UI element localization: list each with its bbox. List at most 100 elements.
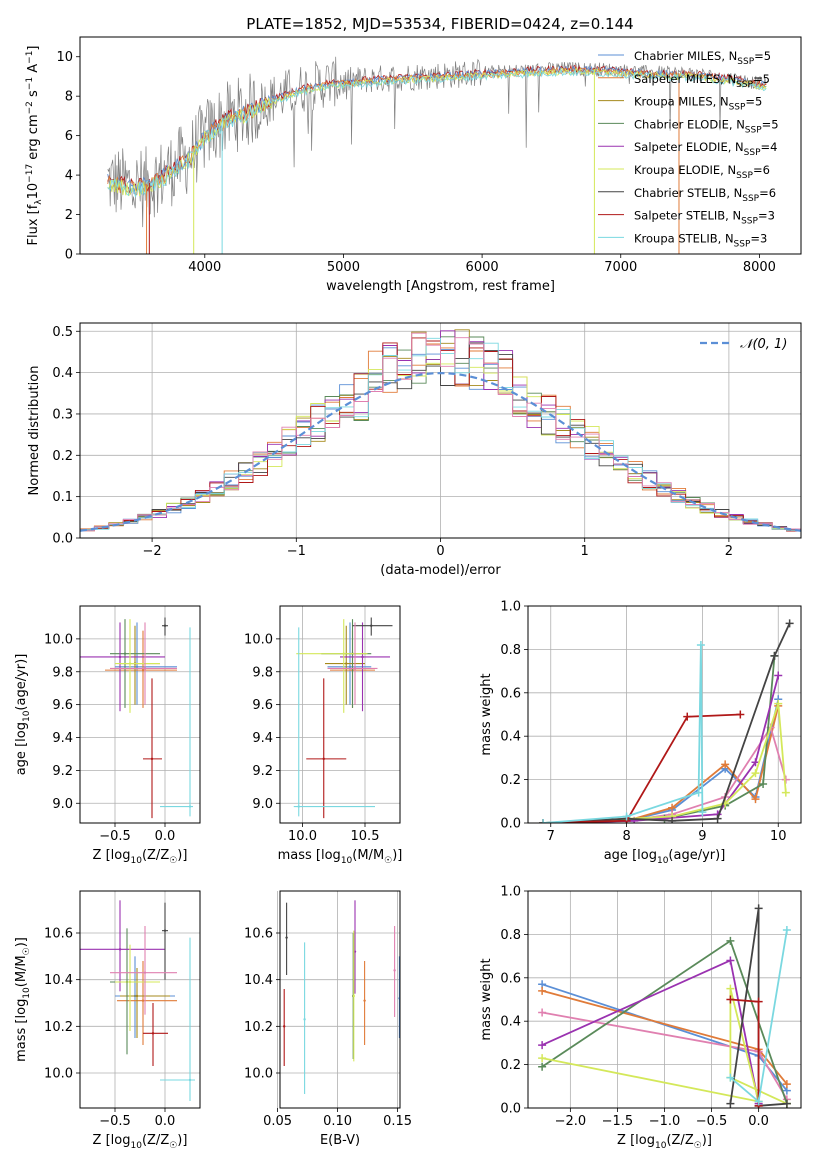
point-marker <box>370 624 373 627</box>
x-tick-label: 10.0 <box>288 829 317 844</box>
y-tick-label: 10.4 <box>44 973 73 988</box>
plus-marker <box>694 788 703 797</box>
errorbar-kroupa_stelib <box>303 942 306 1094</box>
errorbar-salpeter_elodie <box>353 900 357 994</box>
y-tick-label: 0.0 <box>52 532 73 547</box>
axis-label: Kroupa STELIB, NSSP​=3 <box>634 231 767 249</box>
y-tick-label: 0.4 <box>500 1015 521 1030</box>
plot-area <box>80 900 195 1101</box>
axis-label: (data-model)/error <box>380 563 501 578</box>
y-tick-label: 9.8 <box>252 665 273 680</box>
errorbar-chabrier_stelib <box>162 902 168 980</box>
y-tick-label: 1.0 <box>500 600 521 615</box>
x-tick-label: 0 <box>436 544 444 559</box>
legend: Chabrier MILES, NSSP​=5 Salpeter MILES, N… <box>598 49 779 249</box>
axis-label: Kroupa ELODIE, NSSP​=6 <box>634 163 770 181</box>
plus-marker <box>726 995 735 1004</box>
plus-marker <box>751 769 760 778</box>
point-marker <box>352 994 355 998</box>
point-marker <box>361 655 364 659</box>
x-tick-label: 8 <box>622 829 630 844</box>
plus-marker <box>754 904 763 913</box>
figure-title: PLATE=1852, MJD=53534, FIBERID=0424, z=0… <box>246 15 633 33</box>
axes-frame <box>79 605 201 824</box>
errorbar-kroupa_miles <box>325 625 365 705</box>
plot-area <box>293 617 393 819</box>
point-marker <box>348 665 352 669</box>
point-marker <box>188 1078 192 1082</box>
axis-label: Z [log10​(Z/Z☉​)] <box>617 1133 712 1151</box>
y-tick-label: 0.5 <box>52 325 73 340</box>
point-marker <box>141 999 145 1002</box>
errorbar-chabrier_stelib <box>162 617 168 636</box>
y-tick-label: 0.1 <box>52 490 73 505</box>
point-marker <box>143 667 147 670</box>
series-line <box>543 703 787 823</box>
errorbar-salpeter_stelib <box>143 678 162 819</box>
y-tick-label: 6 <box>65 129 73 144</box>
series-kroupa_stelib <box>726 926 791 1106</box>
y-tick-label: 10.6 <box>244 927 273 942</box>
point-marker <box>303 1018 306 1021</box>
axes-frame <box>279 890 401 1109</box>
y-tick-label: 10.0 <box>244 1067 273 1082</box>
x-tick-label: −0.5 <box>99 829 131 844</box>
x-tick-label: −0.5 <box>99 1114 131 1129</box>
point-marker <box>353 667 357 670</box>
x-tick-label: 8000 <box>743 260 776 275</box>
errorbar-pink <box>393 926 396 1017</box>
y-tick-label: 10.6 <box>44 927 73 942</box>
plus-marker <box>751 795 760 804</box>
y-tick-label: 9.6 <box>52 698 73 713</box>
plus-marker <box>759 779 768 788</box>
errorbar-salpeter_stelib <box>143 1003 168 1066</box>
y-tick-label: 0.4 <box>500 730 521 745</box>
point-marker <box>135 665 139 669</box>
series-salpeter_elodie <box>539 671 783 823</box>
errorbar-salpeter_elodie <box>80 622 165 712</box>
point-marker <box>141 668 145 672</box>
axis-label: Salpeter ELODIE, NSSP​=4 <box>634 140 777 158</box>
errorbar-kroupa_elodie <box>115 944 160 1031</box>
x-tick-label: 7000 <box>604 260 637 275</box>
series-line <box>543 645 704 823</box>
x-tick-label: 0.0 <box>748 1114 769 1129</box>
errorbar-salpeter_elodie <box>340 622 390 712</box>
y-tick-label: 0.2 <box>500 1058 521 1073</box>
x-tick-label: −1.0 <box>649 1114 681 1129</box>
point-marker <box>285 936 288 939</box>
y-tick-label: 10 <box>56 50 73 65</box>
axis-label: age [log10​(age/yr)] <box>14 654 32 776</box>
series-line <box>543 623 791 823</box>
axis-label: Normed distribution <box>27 366 42 496</box>
errorbar-pink <box>110 622 177 705</box>
y-tick-label: 0.3 <box>52 407 73 422</box>
plus-marker <box>539 819 548 823</box>
point-marker <box>128 662 132 665</box>
x-tick-label: 4000 <box>188 260 221 275</box>
plot-area <box>283 900 400 1094</box>
y-tick-label: 9.6 <box>252 698 273 713</box>
x-tick-label: 10.5 <box>351 829 380 844</box>
axes-frame <box>279 605 401 824</box>
axis-label: Chabrier MILES, NSSP​=5 <box>634 49 771 67</box>
point-marker <box>123 652 127 655</box>
axis-label: Chabrier ELODIE, NSSP​=5 <box>634 117 779 135</box>
chart-age_vs_mass: 10.0 10.5 9.0 9.2 9.4 9.6 9.8 10.0 mass [log10​(… <box>244 605 402 866</box>
axis-label: mass weight <box>479 958 494 1040</box>
y-tick-label: 10.0 <box>44 1067 73 1082</box>
plot-area <box>80 617 193 819</box>
errorbar-kroupa_stelib <box>160 937 195 1101</box>
x-tick-label: 0.0 <box>155 1114 176 1129</box>
errorbar-chabrier_stelib <box>352 617 393 636</box>
plus-marker <box>726 936 735 945</box>
plus-marker <box>782 1080 791 1089</box>
y-tick-label: 0.0 <box>500 817 521 832</box>
plus-marker <box>538 1054 547 1063</box>
plus-marker <box>721 760 730 769</box>
x-tick-label: 10 <box>770 829 787 844</box>
y-tick-label: 9.4 <box>52 731 73 746</box>
point-marker <box>393 969 396 972</box>
y-tick-label: 9.8 <box>52 665 73 680</box>
y-tick-label: 9.0 <box>52 797 73 812</box>
